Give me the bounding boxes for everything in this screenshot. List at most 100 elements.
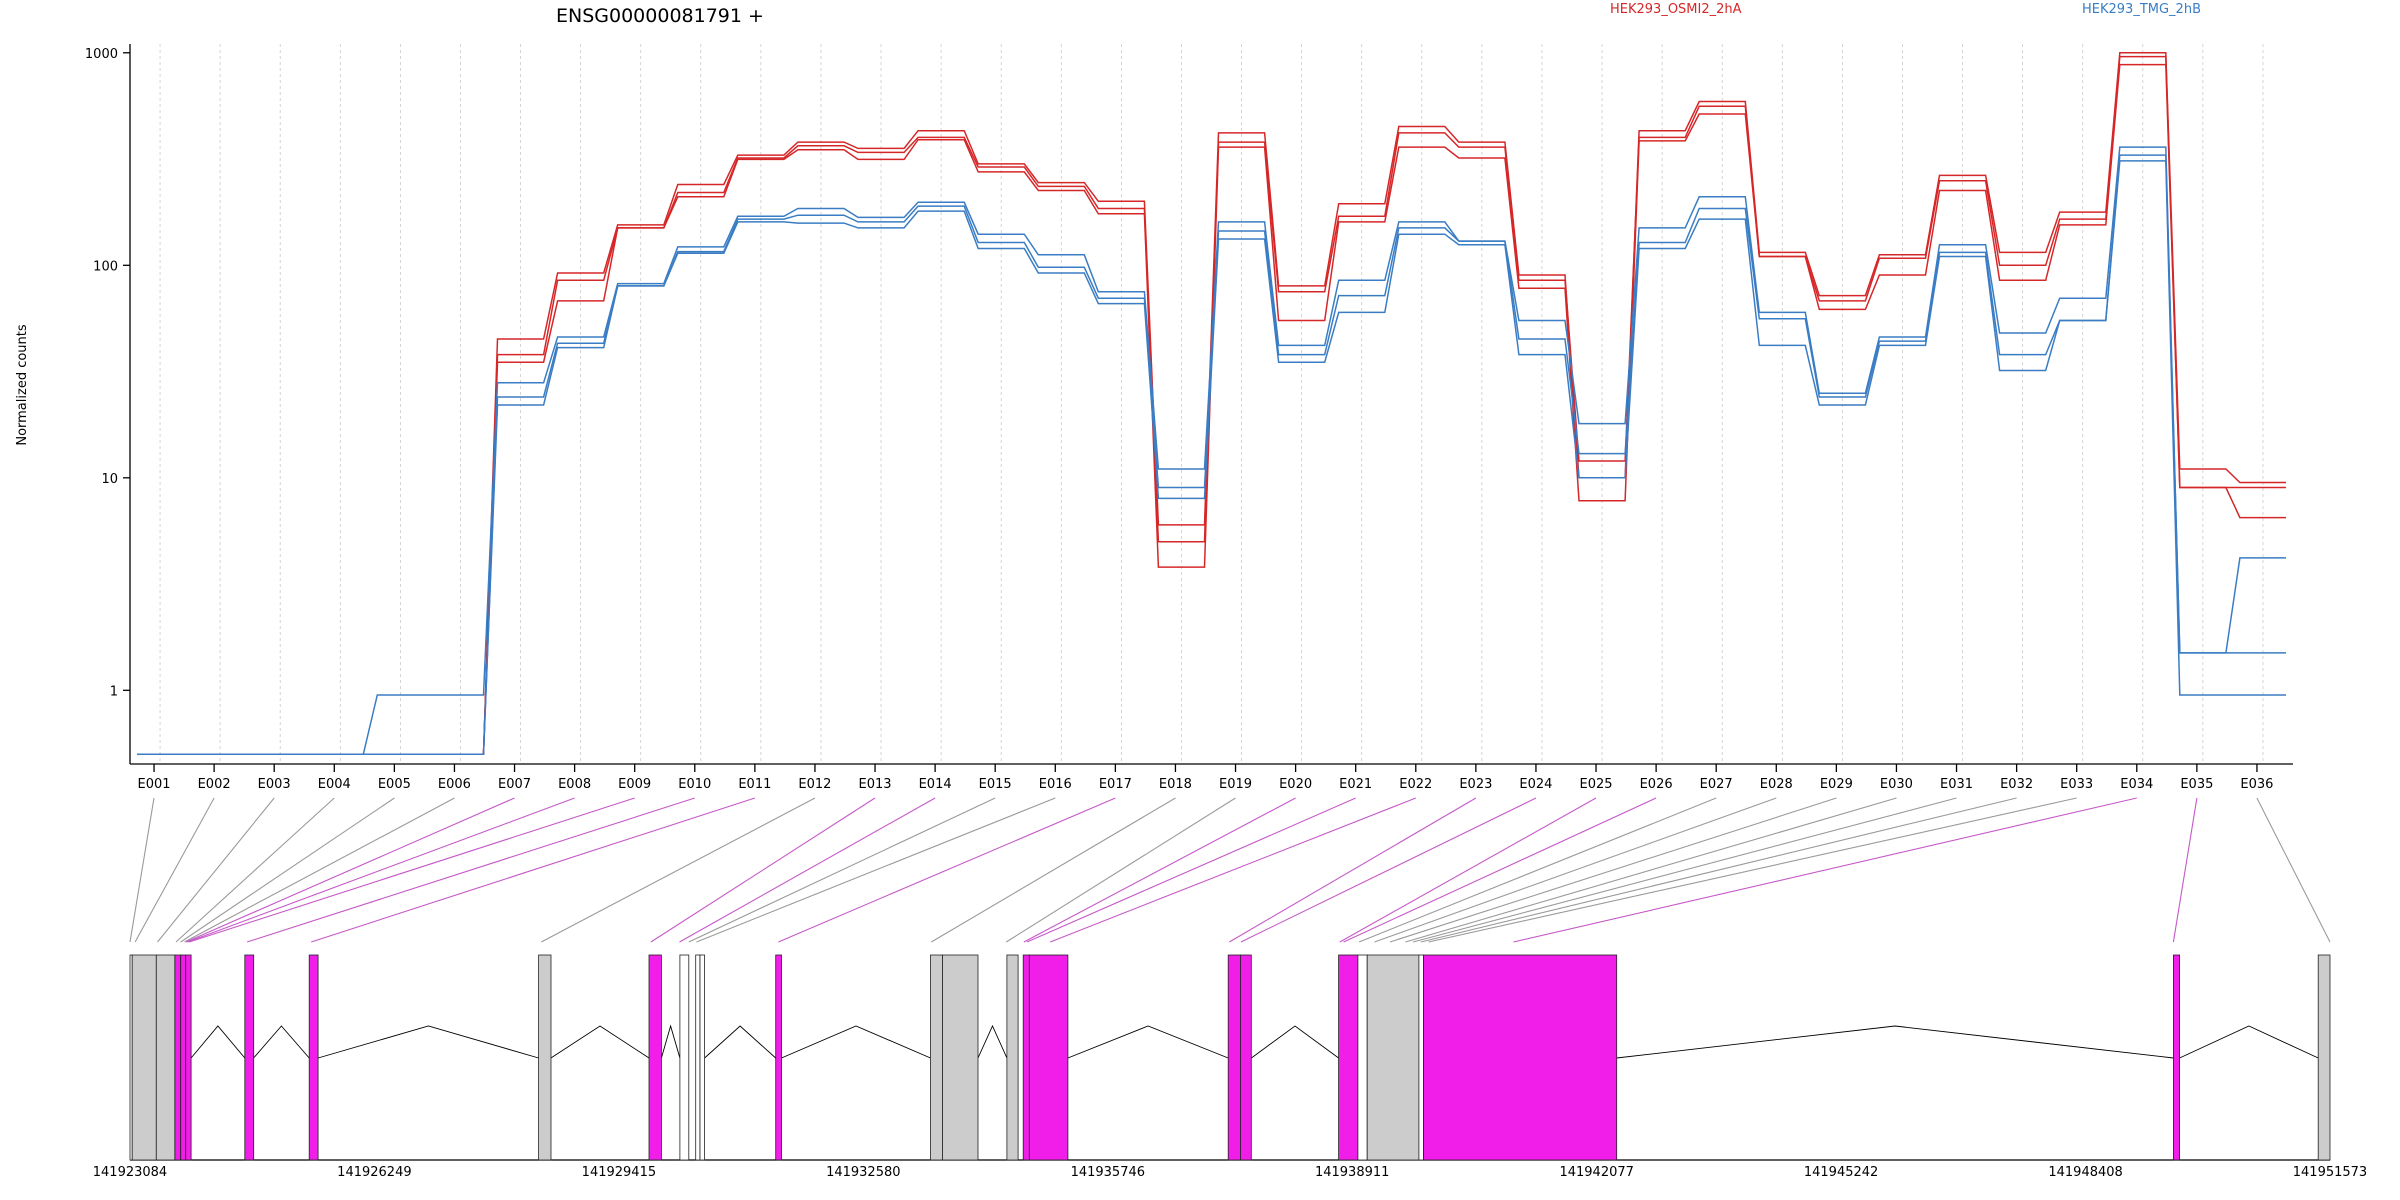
connector-e030 bbox=[1405, 797, 1897, 943]
connector-e012 bbox=[541, 797, 816, 943]
connector-e023 bbox=[1229, 797, 1477, 943]
exon-block-14 bbox=[775, 954, 782, 1161]
connector-e016 bbox=[696, 797, 1056, 943]
y-axis-label: Normalized counts bbox=[15, 324, 30, 446]
intron-junction-11 bbox=[1616, 1025, 2174, 1059]
exon-block-7 bbox=[244, 954, 255, 1161]
genomic-tick-label: 141951573 bbox=[2293, 1165, 2367, 1180]
connector-e029 bbox=[1389, 797, 1837, 943]
connector-e013 bbox=[650, 797, 876, 943]
genomic-tick-label: 141932580 bbox=[826, 1165, 900, 1180]
connector-e032 bbox=[1420, 797, 2017, 943]
gridlines bbox=[159, 44, 2264, 764]
genomic-tick-label: 141948408 bbox=[2048, 1165, 2122, 1180]
connector-e036 bbox=[2256, 797, 2331, 943]
connector-e015 bbox=[688, 797, 996, 943]
connector-e011 bbox=[311, 797, 756, 943]
intron-junction-4 bbox=[550, 1025, 650, 1059]
x-tick-label-e002: E002 bbox=[198, 777, 231, 792]
x-tick-label-e017: E017 bbox=[1099, 777, 1132, 792]
intron-junction-6 bbox=[704, 1025, 777, 1059]
genomic-tick-label: 141926249 bbox=[337, 1165, 411, 1180]
chart-title: ENSG00000081791 + bbox=[556, 5, 764, 27]
exon-block-13 bbox=[699, 954, 705, 1161]
intron-junction-1 bbox=[190, 1025, 246, 1059]
x-tick-label-e009: E009 bbox=[618, 777, 651, 792]
genomic-tick-label: 141942077 bbox=[1559, 1165, 1633, 1180]
intron-junction-3 bbox=[317, 1025, 539, 1059]
exon-block-25 bbox=[1418, 954, 1424, 1161]
exon-block-24 bbox=[1366, 954, 1420, 1161]
exon-block-22 bbox=[1338, 954, 1359, 1161]
x-tick-label-e032: E032 bbox=[2000, 777, 2033, 792]
connector-e009 bbox=[189, 797, 635, 943]
connector-e028 bbox=[1374, 797, 1777, 943]
exon-block-4 bbox=[174, 954, 182, 1161]
exon-block-26 bbox=[1423, 954, 1618, 1161]
series-lines bbox=[137, 52, 2286, 756]
x-tick-label-e026: E026 bbox=[1640, 777, 1673, 792]
x-tick-label-e025: E025 bbox=[1580, 777, 1613, 792]
genomic-tick-label: 141929415 bbox=[582, 1165, 656, 1180]
y-tick-label: 10 bbox=[101, 472, 118, 487]
intron-junction-5 bbox=[660, 1024, 681, 1059]
connector-e001 bbox=[129, 797, 155, 943]
intron-junction-2 bbox=[253, 1025, 310, 1059]
x-tick-label-e030: E030 bbox=[1880, 777, 1913, 792]
series-line-4 bbox=[137, 146, 2286, 756]
x-tick-label-e016: E016 bbox=[1039, 777, 1072, 792]
exon-block-11 bbox=[679, 954, 690, 1161]
intron-junction-7 bbox=[781, 1025, 931, 1059]
genomic-tick-label: 141945242 bbox=[1804, 1165, 1878, 1180]
connector-e019 bbox=[1005, 797, 1236, 943]
x-axis-ticks: E001 E002 E003 E004 E005 E006 E007 E008 E009 E010… bbox=[138, 764, 2273, 792]
exon-block-28 bbox=[2317, 954, 2331, 1161]
connector-e017 bbox=[778, 797, 1116, 943]
exon-block-9 bbox=[538, 954, 552, 1161]
x-tick-label-e036: E036 bbox=[2240, 777, 2273, 792]
connector-e024 bbox=[1240, 797, 1537, 943]
x-tick-label-e011: E011 bbox=[738, 777, 771, 792]
connector-e026 bbox=[1343, 797, 1657, 943]
x-tick-label-e020: E020 bbox=[1279, 777, 1312, 792]
x-tick-label-e003: E003 bbox=[258, 777, 291, 792]
exon-block-10 bbox=[648, 954, 662, 1161]
connector-e020 bbox=[1023, 797, 1296, 943]
connector-e005 bbox=[180, 797, 395, 943]
connector-e004 bbox=[175, 797, 335, 943]
y-tick-label: 100 bbox=[93, 259, 118, 274]
exon-block-21 bbox=[1240, 954, 1252, 1161]
connector-e033 bbox=[1428, 797, 2077, 943]
exon-block-15 bbox=[930, 954, 943, 1161]
x-tick-label-e034: E034 bbox=[2120, 777, 2153, 792]
connector-e003 bbox=[157, 797, 275, 943]
x-tick-label-e001: E001 bbox=[138, 777, 171, 792]
genomic-coordinate-ticks: 141923084 141926249 141929415 141932580 1419… bbox=[93, 1165, 2367, 1180]
intron-junction-10 bbox=[1251, 1025, 1339, 1059]
x-tick-label-e012: E012 bbox=[798, 777, 831, 792]
exon-block-20 bbox=[1227, 954, 1241, 1161]
connector-e031 bbox=[1412, 797, 1957, 943]
y-axis-ticks: 1 10 100 1000 bbox=[85, 47, 130, 699]
genomic-tick-label: 141938911 bbox=[1315, 1165, 1389, 1180]
exon-block-19 bbox=[1028, 954, 1069, 1161]
connector-e014 bbox=[679, 797, 936, 943]
x-tick-label-e033: E033 bbox=[2060, 777, 2093, 792]
x-tick-label-e015: E015 bbox=[979, 777, 1012, 792]
series-line-2 bbox=[137, 55, 2286, 756]
exon-block-2 bbox=[131, 954, 157, 1161]
bin-to-gene-connectors bbox=[129, 797, 2331, 943]
exon-block-12 bbox=[695, 954, 701, 1161]
genomic-tick-label: 141935746 bbox=[1071, 1165, 1145, 1180]
connector-e008 bbox=[187, 797, 575, 943]
connector-e018 bbox=[931, 797, 1176, 943]
connector-e027 bbox=[1358, 797, 1717, 943]
series-line-1 bbox=[137, 52, 2286, 756]
x-tick-label-e008: E008 bbox=[558, 777, 591, 792]
x-tick-label-e021: E021 bbox=[1339, 777, 1372, 792]
exon-block-23 bbox=[1357, 954, 1368, 1161]
x-tick-label-e019: E019 bbox=[1219, 777, 1252, 792]
exon-block-27 bbox=[2172, 954, 2180, 1161]
x-tick-label-e027: E027 bbox=[1700, 777, 1733, 792]
